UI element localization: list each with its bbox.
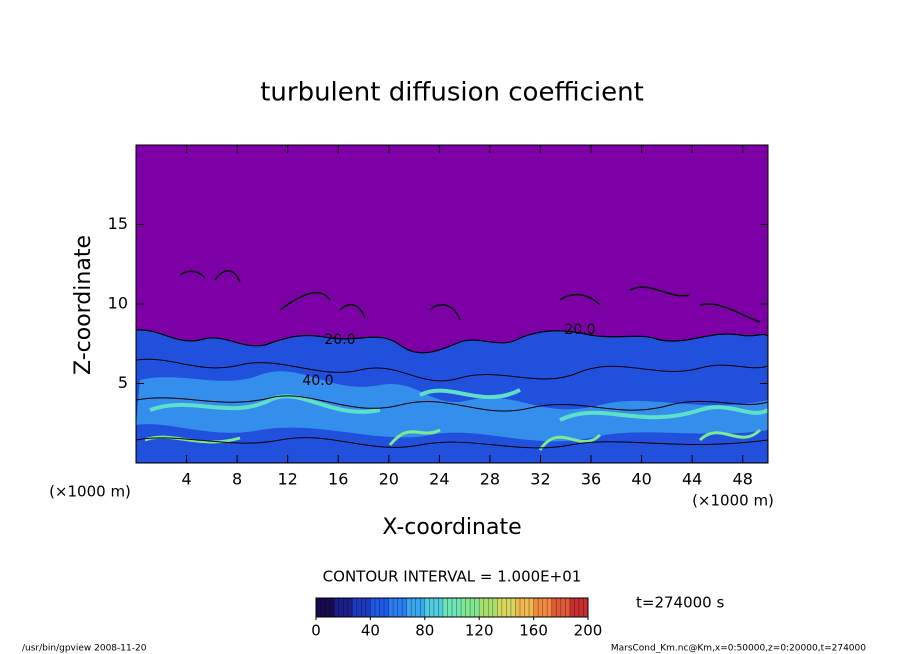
colorbar-tick-label: 120 <box>465 622 494 640</box>
colorbar-tick-label: 160 <box>519 622 548 640</box>
chart-title: turbulent diffusion coefficient <box>260 78 644 108</box>
x-tick-label: 36 <box>581 470 601 489</box>
x-tick-label: 48 <box>733 470 753 489</box>
colorbar-frame <box>315 597 589 618</box>
x-tick-label: 32 <box>530 470 550 489</box>
contour-label: 20.0 <box>564 322 595 338</box>
contour-interval: CONTOUR INTERVAL = 1.000E+01 <box>323 568 582 586</box>
contour-label: 40.0 <box>302 373 333 389</box>
x-axis-unit: (×1000 m) <box>692 492 774 510</box>
colorbar-tick-label: 40 <box>361 622 380 640</box>
y-axis-unit: (×1000 m) <box>49 483 131 501</box>
footer-left: /usr/bin/gpview 2008-11-20 <box>22 644 147 654</box>
y-tick-label: 5 <box>118 373 128 392</box>
x-tick-label: 16 <box>328 470 348 489</box>
x-tick-label: 28 <box>480 470 500 489</box>
colorbar-tick-label: 80 <box>415 622 434 640</box>
y-axis-label: Z-coordinate <box>71 235 96 375</box>
x-tick-label: 24 <box>429 470 449 489</box>
x-tick-label: 12 <box>278 470 298 489</box>
x-tick-label: 8 <box>232 470 242 489</box>
x-tick-label: 4 <box>181 470 191 489</box>
contour-field <box>136 145 768 463</box>
footer-right: MarsCond_Km.nc@Km,x=0:50000,z=0:20000,t=… <box>611 644 866 654</box>
x-tick-label: 40 <box>631 470 651 489</box>
contour-label: 20.0 <box>324 332 355 348</box>
colorbar-tick-label: 0 <box>311 622 321 640</box>
y-tick-label: 15 <box>108 214 128 233</box>
x-tick-label: 44 <box>682 470 702 489</box>
y-tick-label: 10 <box>108 294 128 313</box>
x-axis-label: X-coordinate <box>382 515 521 540</box>
colorbar-tick-label: 200 <box>574 622 603 640</box>
time-label: t=274000 s <box>636 594 724 612</box>
x-tick-label: 20 <box>379 470 399 489</box>
